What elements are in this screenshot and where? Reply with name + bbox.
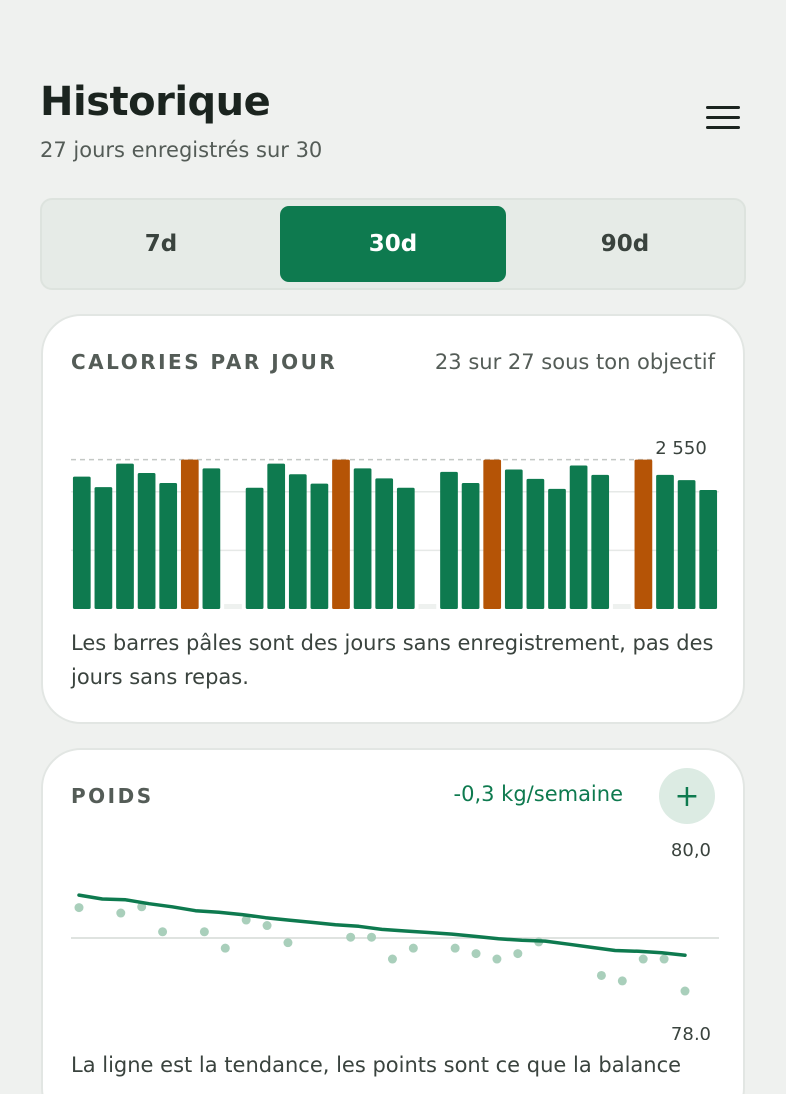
weight-point — [387, 954, 397, 964]
weight-line-chart: 80,0 78,0 — [71, 840, 719, 1040]
calorie-bar — [656, 474, 674, 609]
calorie-bar — [245, 487, 264, 609]
ymax-label: 80,0 — [671, 840, 711, 861]
page-title: Historique — [40, 79, 271, 125]
calorie-bar — [634, 459, 653, 609]
calorie-bar — [461, 483, 480, 609]
add-weight-button[interactable]: + — [659, 768, 715, 824]
range-selector: 7d 30d 90d — [40, 198, 746, 290]
weight-point — [492, 954, 502, 964]
calorie-bar — [202, 468, 221, 609]
missing-day-bar — [418, 604, 437, 609]
calorie-bar — [159, 483, 178, 609]
target-label: 2 550 — [655, 438, 707, 459]
weight-point — [659, 954, 669, 964]
calorie-bar — [504, 469, 523, 609]
calories-bar-chart: 2 550 — [71, 438, 719, 609]
weight-point — [450, 943, 460, 953]
calorie-bar — [548, 488, 566, 609]
calorie-bar — [116, 463, 134, 609]
weight-point — [74, 903, 84, 913]
weight-card: POIDS -0,3 kg/semaine + 80,0 78,0 La lig… — [41, 748, 745, 1094]
calories-caption: Les barres pâles sont des jours sans enr… — [71, 631, 714, 689]
weight-point — [241, 915, 251, 925]
calorie-bar — [288, 474, 307, 609]
range-tab-30d[interactable]: 30d — [280, 206, 506, 282]
range-tab-90d[interactable]: 90d — [600, 231, 650, 257]
calorie-bar — [591, 474, 610, 609]
ymin-label: 78,0 — [671, 1024, 711, 1040]
hamburger-menu-icon[interactable] — [706, 106, 740, 132]
missing-day-bar — [224, 604, 242, 609]
calorie-bar — [94, 487, 113, 609]
missing-day-bar — [612, 604, 631, 609]
page-subtitle: 27 jours enregistrés sur 30 — [40, 138, 323, 162]
calorie-bar — [526, 478, 545, 609]
weight-point — [617, 976, 627, 986]
weight-point — [513, 949, 523, 959]
weight-point — [262, 921, 272, 931]
weight-point — [638, 954, 648, 964]
weight-trend-line — [77, 893, 687, 957]
weight-point — [346, 932, 356, 942]
calorie-bar — [180, 459, 199, 609]
weight-point — [596, 970, 606, 980]
calorie-bar — [699, 490, 718, 609]
weight-point — [220, 943, 230, 953]
weight-point — [367, 932, 377, 942]
calorie-bar — [569, 465, 588, 609]
weight-point — [158, 927, 168, 937]
calorie-bar — [353, 468, 372, 609]
calorie-bar — [677, 480, 696, 609]
calorie-bar — [483, 459, 502, 609]
calories-card-label: CALORIES PAR JOUR — [71, 350, 338, 374]
weight-caption: La ligne est la tendance, les points son… — [71, 1053, 682, 1077]
calorie-bar — [375, 478, 394, 609]
weight-point — [471, 949, 481, 959]
weight-point — [680, 986, 690, 996]
range-tab-7d[interactable]: 7d — [144, 231, 178, 257]
calorie-bar — [137, 473, 156, 609]
weight-card-label: POIDS — [71, 784, 154, 808]
weight-point — [408, 943, 418, 953]
weight-point — [283, 938, 293, 948]
weight-point — [116, 908, 126, 918]
calorie-bar — [310, 483, 329, 609]
header: Historique 27 jours enregistrés sur 30 — [40, 76, 746, 162]
calorie-bar — [267, 463, 286, 609]
weight-trend: -0,3 kg/semaine — [453, 782, 623, 806]
calorie-bar — [72, 476, 91, 609]
weight-point — [199, 927, 209, 937]
calories-card: CALORIES PAR JOUR 23 sur 27 sous ton obj… — [41, 314, 745, 724]
calorie-bar — [396, 487, 415, 609]
calorie-bar — [332, 459, 350, 609]
plus-icon: + — [674, 778, 700, 814]
calorie-bar — [440, 471, 458, 609]
calories-card-meta: 23 sur 27 sous ton objectif — [434, 350, 715, 374]
